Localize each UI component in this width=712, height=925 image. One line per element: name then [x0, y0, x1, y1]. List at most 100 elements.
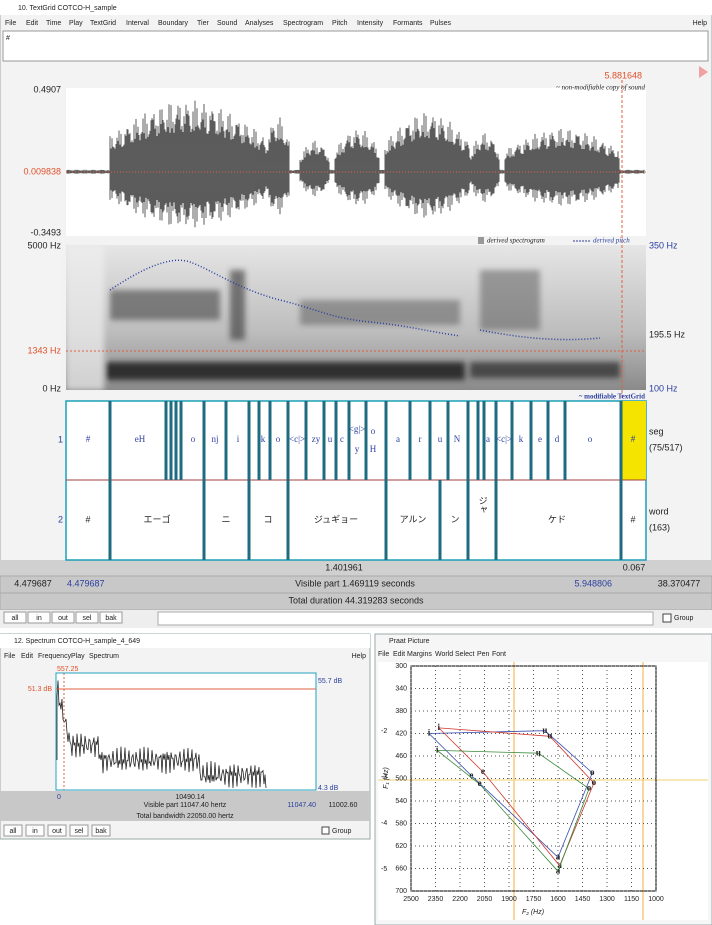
- x-tick-label: 1000: [648, 896, 664, 903]
- interval-label: コ: [263, 514, 272, 524]
- menu-item[interactable]: Interval: [126, 20, 149, 27]
- vowel-point: o: [587, 783, 592, 793]
- button[interactable]: [3, 824, 23, 837]
- vowel-polygon: [428, 730, 593, 858]
- y-tick-label: 700: [395, 888, 407, 895]
- spectrum-curve: [56, 680, 267, 789]
- axis-label: 51.3 dB: [28, 686, 52, 693]
- menu-item[interactable]: File: [4, 653, 15, 660]
- button-label[interactable]: bak: [105, 615, 117, 622]
- interval-label: o: [588, 434, 593, 444]
- tier-info: (163): [649, 522, 670, 532]
- time: 38.370477: [658, 578, 701, 588]
- axis-label: 5000 Hz: [27, 240, 61, 250]
- menu-item[interactable]: Play: [69, 20, 83, 27]
- x-tick-label: 1450: [575, 896, 591, 903]
- menu-item[interactable]: File: [5, 20, 16, 27]
- menu-item[interactable]: Formants: [393, 20, 423, 27]
- interval-label: アルン: [400, 514, 427, 524]
- margin-label: -5: [381, 866, 387, 873]
- time: 5.948806: [574, 578, 612, 588]
- button[interactable]: [91, 824, 111, 837]
- menu-item[interactable]: File: [378, 651, 389, 658]
- button-label[interactable]: sel: [83, 615, 92, 622]
- button[interactable]: [47, 824, 67, 837]
- menu-item[interactable]: Edit: [26, 20, 38, 27]
- button-label[interactable]: all: [11, 615, 18, 622]
- tier-number: 1: [58, 434, 63, 444]
- vowel-point: e: [478, 778, 482, 788]
- menu-item[interactable]: Edit: [393, 651, 405, 658]
- button-label[interactable]: all: [9, 828, 16, 835]
- vowel-point: a: [556, 865, 561, 875]
- axis-label: 100 Hz: [649, 383, 678, 393]
- button[interactable]: [69, 824, 89, 837]
- interval-label: <c|>: [289, 434, 305, 444]
- menu-item[interactable]: Intensity: [357, 20, 384, 27]
- duration: 1.401961: [325, 562, 363, 572]
- menu-item[interactable]: Spectrum: [89, 653, 119, 660]
- tier-info: (75/517): [649, 442, 683, 452]
- menu-item[interactable]: Spectrogram: [283, 20, 323, 27]
- button[interactable]: [3, 611, 27, 624]
- x-tick-label: 2500: [403, 896, 419, 903]
- menu-item[interactable]: Boundary: [158, 20, 188, 27]
- menu-item[interactable]: Pulses: [430, 20, 452, 27]
- menu-item[interactable]: Edit: [21, 653, 33, 660]
- menu-item[interactable]: Frequency: [38, 653, 72, 660]
- axis-label: 350 Hz: [649, 240, 678, 250]
- button[interactable]: [27, 611, 51, 624]
- menu-item[interactable]: Sound: [217, 20, 237, 27]
- axis-label: 0.4907: [33, 84, 61, 94]
- button[interactable]: [25, 824, 45, 837]
- vowel-point: e: [469, 770, 473, 780]
- vowel-polygon: [436, 749, 590, 873]
- interval-label: e: [538, 434, 542, 444]
- time: Visible part 1.469119 seconds: [295, 578, 415, 588]
- button-label[interactable]: out: [58, 615, 68, 622]
- menu-item[interactable]: Tier: [197, 20, 209, 27]
- vowel-point: a: [556, 851, 561, 861]
- freq: 10490.14: [175, 794, 204, 801]
- menu-item[interactable]: Pen: [477, 651, 490, 658]
- play-marker: [699, 66, 708, 78]
- button-label[interactable]: out: [52, 828, 62, 835]
- interval-label: i: [237, 434, 240, 444]
- menu-item[interactable]: Select: [455, 651, 475, 658]
- interval-label: k: [519, 434, 524, 444]
- button[interactable]: [51, 611, 75, 624]
- interval-label: <c|>: [496, 434, 512, 444]
- menu-item[interactable]: Pitch: [332, 20, 348, 27]
- interval-label: o: [191, 434, 196, 444]
- x-tick-label: 2200: [452, 896, 468, 903]
- interval-label: #: [630, 514, 635, 524]
- menu-item[interactable]: World: [435, 651, 453, 658]
- button-label[interactable]: bak: [95, 828, 107, 835]
- menu-item[interactable]: Play: [71, 653, 85, 660]
- legend-text: derived pitch: [593, 237, 630, 245]
- group-checkbox[interactable]: [321, 826, 330, 835]
- menu-item[interactable]: Margins: [407, 651, 432, 658]
- interval-label: zy: [312, 434, 321, 444]
- interval-label: #: [86, 434, 91, 444]
- menu-item[interactable]: Analyses: [245, 20, 274, 27]
- axis-label: -0.3493: [30, 227, 61, 237]
- menu-item[interactable]: Font: [492, 651, 506, 658]
- legend-text: derived spectrogram: [487, 237, 545, 245]
- scrollbar[interactable]: [157, 611, 654, 626]
- group-checkbox[interactable]: [662, 613, 672, 623]
- vowel-point: u: [542, 725, 547, 735]
- y-tick-label: 500: [395, 775, 407, 782]
- freq: 0: [57, 794, 61, 801]
- text-field[interactable]: [2, 30, 709, 62]
- menu-item[interactable]: TextGrid: [90, 20, 116, 27]
- button-label[interactable]: sel: [75, 828, 84, 835]
- interval-label: eH: [135, 434, 146, 444]
- x-tick-label: 1750: [526, 896, 542, 903]
- menu-item[interactable]: Time: [46, 20, 61, 27]
- button-label[interactable]: in: [36, 615, 42, 622]
- button[interactable]: [99, 611, 123, 624]
- button-label[interactable]: in: [32, 828, 38, 835]
- button[interactable]: [75, 611, 99, 624]
- cursor-time: 5.881648: [604, 70, 642, 80]
